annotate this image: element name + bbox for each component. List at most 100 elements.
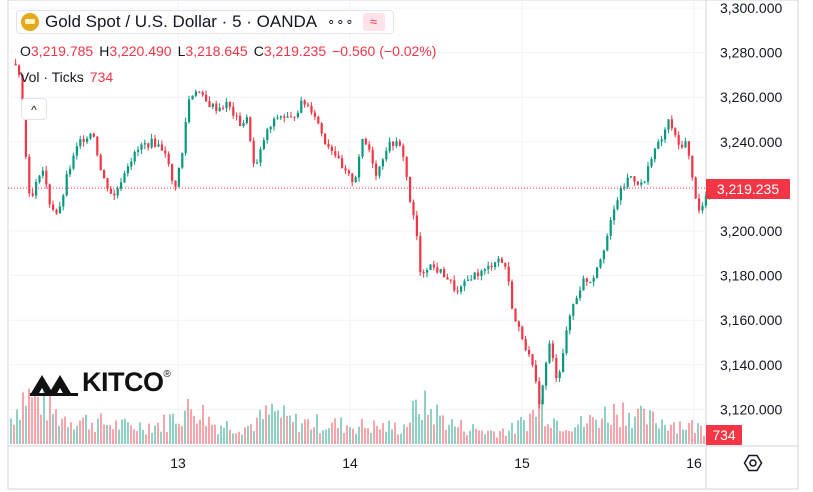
volume-bar bbox=[160, 431, 162, 444]
candle-body bbox=[103, 170, 106, 179]
volume-bar bbox=[511, 422, 513, 444]
candle-body bbox=[296, 112, 299, 118]
candle-body bbox=[531, 354, 534, 365]
candle-body bbox=[599, 259, 602, 268]
open-label: O bbox=[20, 43, 31, 59]
candle-body bbox=[347, 170, 350, 174]
candle-body bbox=[218, 107, 221, 111]
volume-bar bbox=[49, 392, 51, 444]
volume-bar bbox=[175, 423, 177, 444]
candle-body bbox=[609, 220, 612, 236]
volume-bar bbox=[265, 405, 267, 444]
candle-body bbox=[647, 166, 650, 182]
volume-bar bbox=[523, 419, 525, 444]
volume-bar bbox=[166, 432, 168, 444]
candle-body bbox=[14, 63, 17, 66]
candle-body bbox=[286, 116, 289, 118]
volume-bar bbox=[607, 422, 609, 444]
volume-bar bbox=[544, 426, 546, 444]
candle-body bbox=[82, 139, 85, 142]
volume-bar bbox=[643, 408, 645, 444]
volume-bar bbox=[169, 414, 171, 444]
candle-body bbox=[154, 138, 157, 147]
volume-bar bbox=[268, 414, 270, 444]
volume-bar bbox=[313, 427, 315, 444]
change-value: −0.560 (−0.02%) bbox=[332, 43, 437, 59]
candle-body bbox=[273, 118, 276, 127]
volume-bar bbox=[133, 429, 135, 444]
volume-bar bbox=[361, 418, 363, 444]
volume-bar bbox=[490, 430, 492, 444]
candle-body bbox=[681, 144, 684, 148]
candle-body bbox=[106, 178, 109, 189]
candle-body bbox=[684, 141, 687, 148]
candle-body bbox=[191, 95, 194, 100]
volume-bar bbox=[286, 415, 288, 444]
compare-icon[interactable]: ≈ bbox=[362, 13, 385, 31]
candle-body bbox=[667, 119, 670, 130]
candle-body bbox=[497, 258, 500, 263]
candle-body bbox=[677, 135, 680, 145]
volume-bar bbox=[460, 419, 462, 444]
more-options-icon[interactable]: ∘∘∘ bbox=[327, 14, 355, 29]
candle-body bbox=[494, 262, 497, 268]
volume-bar bbox=[211, 424, 213, 444]
candle-body bbox=[460, 286, 463, 292]
candle-body bbox=[385, 150, 388, 160]
symbol-title[interactable]: Gold Spot / U.S. Dollar · 5 · OANDA bbox=[45, 12, 318, 31]
candle-body bbox=[664, 129, 667, 140]
collapse-legend-button[interactable]: ^ bbox=[21, 98, 47, 120]
candle-body bbox=[262, 140, 265, 150]
high-value: 3,220.490 bbox=[109, 43, 172, 59]
volume-bar bbox=[535, 416, 537, 444]
volume-bar bbox=[82, 417, 84, 444]
volume-bar bbox=[22, 392, 24, 444]
volume-bar bbox=[37, 396, 39, 444]
candle-body bbox=[317, 116, 320, 124]
symbol-header[interactable]: Gold Spot / U.S. Dollar · 5 · OANDA ∘∘∘ … bbox=[16, 10, 394, 34]
volume-bar bbox=[472, 424, 474, 444]
candle-body bbox=[320, 123, 323, 134]
candle-body bbox=[596, 267, 599, 278]
candle-body bbox=[201, 92, 204, 95]
volume-label: Vol · Ticks bbox=[20, 69, 84, 85]
volume-bar bbox=[664, 424, 666, 444]
volume-bar bbox=[550, 428, 552, 444]
x-tick-label: 14 bbox=[342, 455, 358, 471]
candle-body bbox=[381, 159, 384, 167]
volume-legend[interactable]: Vol · Ticks 734 bbox=[20, 69, 113, 85]
candle-body bbox=[232, 106, 235, 116]
candle-body bbox=[698, 198, 701, 211]
volume-bar bbox=[649, 410, 651, 444]
volume-bar bbox=[475, 428, 477, 444]
candle-body bbox=[657, 141, 660, 149]
candle-body bbox=[439, 269, 442, 273]
candle-body bbox=[606, 235, 609, 251]
candle-body bbox=[398, 141, 401, 146]
candle-body bbox=[266, 129, 269, 141]
candle-body bbox=[636, 181, 639, 185]
volume-bar bbox=[478, 430, 480, 444]
volume-bar bbox=[622, 402, 624, 444]
volume-bar bbox=[334, 418, 336, 444]
candle-body bbox=[303, 100, 306, 105]
volume-bar bbox=[682, 429, 684, 444]
candle-body bbox=[568, 315, 571, 331]
candle-body bbox=[239, 115, 242, 127]
volume-bar bbox=[247, 425, 249, 444]
volume-bar bbox=[118, 429, 120, 444]
candle-body bbox=[674, 128, 677, 136]
candle-body bbox=[548, 343, 551, 363]
last-price-tag: 3,219.235 bbox=[706, 179, 790, 199]
candle-body bbox=[670, 119, 673, 129]
volume-bar bbox=[502, 428, 504, 444]
candle-body bbox=[585, 278, 588, 282]
volume-bar bbox=[349, 427, 351, 444]
candle-body bbox=[79, 139, 82, 147]
volume-bar bbox=[295, 413, 297, 444]
volume-bar bbox=[637, 408, 639, 444]
chart-settings-icon[interactable] bbox=[743, 454, 763, 472]
volume-bar bbox=[193, 415, 195, 444]
candle-body bbox=[449, 279, 452, 281]
